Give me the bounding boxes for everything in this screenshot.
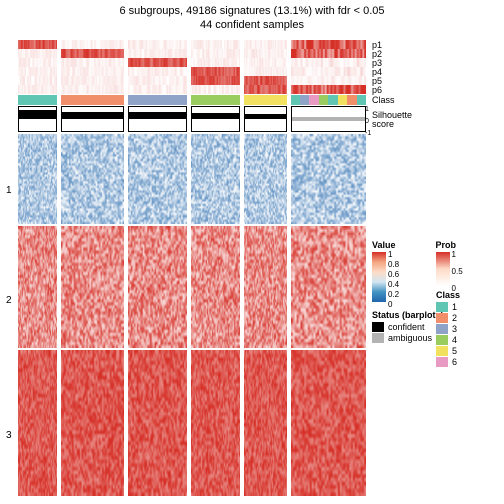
heatmap-1 <box>61 134 123 224</box>
heatmap-2 <box>128 226 187 348</box>
class-track <box>291 95 366 105</box>
legend-class: Class123456 <box>436 290 460 368</box>
class-track <box>244 95 287 105</box>
prob-track <box>61 40 123 94</box>
column-3 <box>191 40 240 500</box>
prob-track <box>244 40 287 94</box>
prob-label-p6: p6 <box>372 85 382 95</box>
heatmap-2 <box>61 226 123 348</box>
title-line2: 44 confident samples <box>0 18 504 32</box>
legend-area: p1p2p3p4p5p6ClassSilhouettescore10-1 Val… <box>372 40 500 500</box>
legend-value: Value10.80.60.40.20 <box>372 240 396 302</box>
column-4 <box>244 40 287 500</box>
heatmap-2 <box>18 226 57 348</box>
heatmap-2 <box>191 226 240 348</box>
silhouette-track <box>244 106 287 132</box>
silhouette-track <box>291 106 366 132</box>
silhouette-track <box>128 106 187 132</box>
plot-area <box>18 40 366 500</box>
class-label: Class <box>372 95 395 105</box>
class-track <box>191 95 240 105</box>
column-1 <box>61 40 123 500</box>
heatmap-3 <box>244 350 287 496</box>
prob-track <box>291 40 366 94</box>
silhouette-track <box>191 106 240 132</box>
heatmap-1 <box>18 134 57 224</box>
prob-track <box>191 40 240 94</box>
prob-track <box>18 40 57 94</box>
heatmap-3 <box>291 350 366 496</box>
class-track <box>18 95 57 105</box>
heatmap-1 <box>128 134 187 224</box>
heatmap-2 <box>291 226 366 348</box>
heatmap-2 <box>244 226 287 348</box>
heatmap-row-label-3: 3 <box>6 430 12 441</box>
silhouette-track <box>61 106 123 132</box>
column-5 <box>291 40 366 500</box>
title-line1: 6 subgroups, 49186 signatures (13.1%) wi… <box>0 4 504 18</box>
prob-track <box>128 40 187 94</box>
heatmap-row-label-1: 1 <box>6 185 12 196</box>
heatmap-3 <box>191 350 240 496</box>
class-track <box>128 95 187 105</box>
plot-title: 6 subgroups, 49186 signatures (13.1%) wi… <box>0 0 504 33</box>
silhouette-track <box>18 106 57 132</box>
heatmap-1 <box>191 134 240 224</box>
column-0 <box>18 40 57 500</box>
heatmap-1 <box>244 134 287 224</box>
heatmap-row-label-2: 2 <box>6 295 12 306</box>
heatmap-1 <box>291 134 366 224</box>
column-2 <box>128 40 187 500</box>
class-track <box>61 95 123 105</box>
heatmap-3 <box>61 350 123 496</box>
heatmap-3 <box>18 350 57 496</box>
heatmap-3 <box>128 350 187 496</box>
